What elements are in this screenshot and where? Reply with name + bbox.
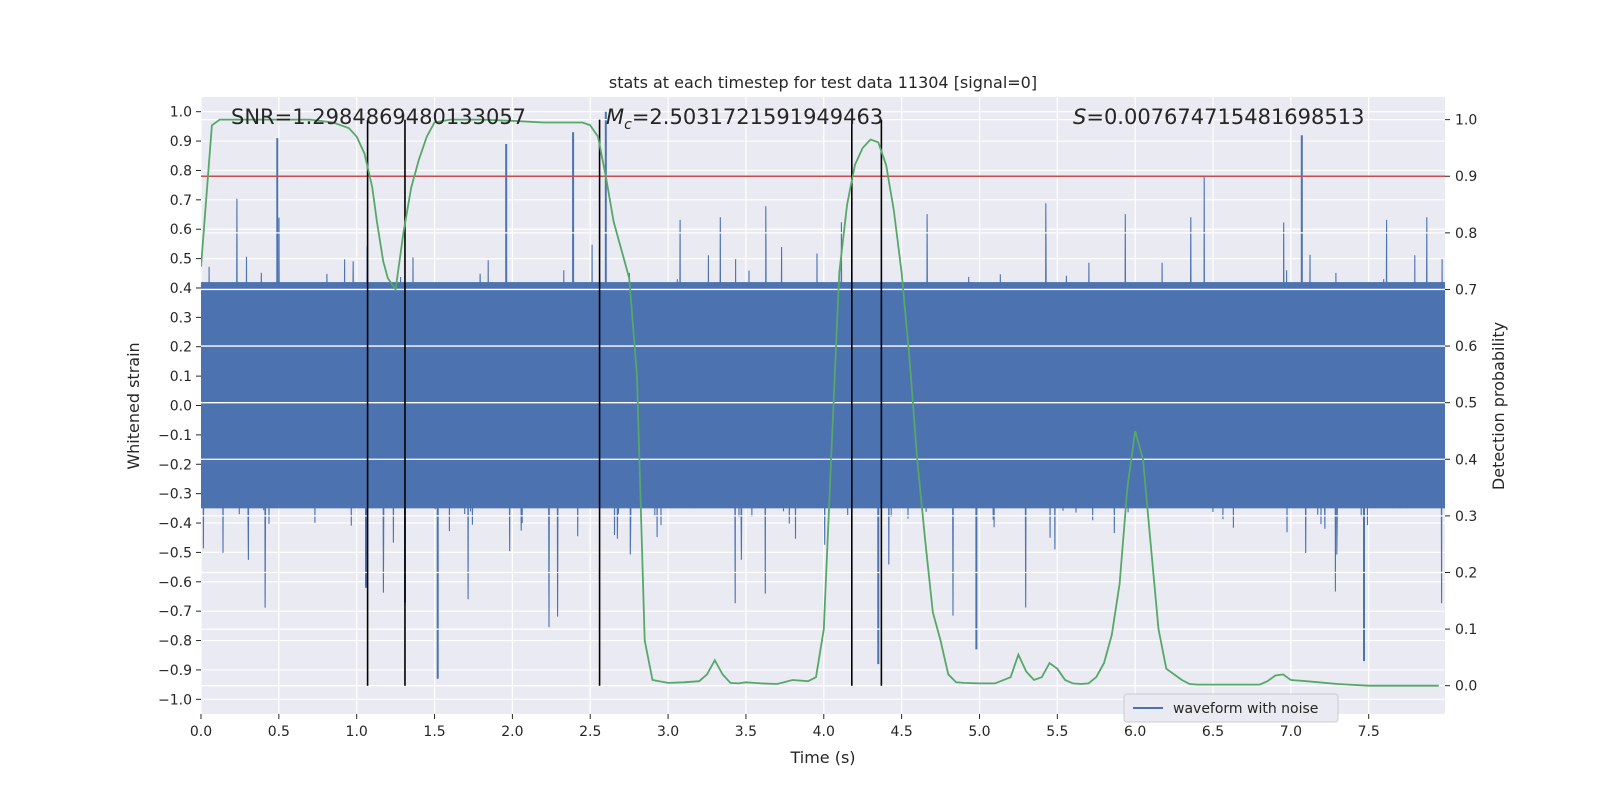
- y-tick-label: −0.8: [158, 634, 192, 650]
- y-tick-label: 0.4: [170, 281, 192, 297]
- y-tick-label: −0.9: [158, 663, 192, 679]
- chart-title: stats at each timestep for test data 113…: [609, 73, 1037, 92]
- x-tick-label: 6.5: [1202, 724, 1224, 740]
- x-axis-label: Time (s): [789, 748, 855, 767]
- y-tick-label: 0.8: [170, 163, 192, 179]
- probability-series: [201, 118, 1439, 687]
- y2-tick-label: 0.8: [1455, 226, 1477, 242]
- x-tick-label: 7.0: [1280, 724, 1302, 740]
- y-tick-label: −0.7: [158, 604, 192, 620]
- probability-line: [201, 118, 1439, 687]
- y-tick-label: −0.2: [158, 457, 192, 473]
- y2-tick-label: 0.2: [1455, 565, 1477, 581]
- x-tick-label: 7.5: [1358, 724, 1380, 740]
- y-tick-label: −0.5: [158, 545, 192, 561]
- y2-tick-label: 0.4: [1455, 452, 1477, 468]
- y-axis-ticks: −1.0 −0.9 −0.8 −0.7 −0.6 −0.5 −0.4 −0.3 −0.2 −0.1…: [158, 105, 201, 708]
- y-tick-label: 1.0: [170, 105, 192, 121]
- y2-tick-label: 0.6: [1455, 339, 1477, 355]
- y-tick-label: −0.6: [158, 575, 192, 591]
- x-tick-label: 5.0: [968, 724, 990, 740]
- x-axis-ticks: 0.0 0.5 1.0 1.5 2.0 2.5 3.0 3.5 4.0 4.5 5.0 5.5 6.0 6…: [190, 714, 1380, 740]
- vertical-lines: [366, 119, 883, 686]
- y2-tick-label: 0.9: [1455, 169, 1477, 185]
- x-tick-label: 2.0: [501, 724, 523, 740]
- x-tick-label: 2.5: [579, 724, 601, 740]
- y-tick-label: 0.5: [170, 252, 192, 268]
- y2-axis-ticks: 0.0 0.1 0.2 0.3 0.4 0.5 0.6 0.7 0.8 0.9 1.0: [1445, 113, 1477, 695]
- chirp-mass-value: =2.5031721591949463: [632, 105, 883, 129]
- y-tick-label: −0.1: [158, 428, 192, 444]
- chirp-mass-annotation: Mc=2.5031721591949463: [606, 105, 883, 133]
- y-tick-label: −0.4: [158, 516, 192, 532]
- y-tick-label: 0.6: [170, 222, 192, 238]
- y-tick-label: 0.9: [170, 134, 192, 150]
- legend-box: [1123, 693, 1339, 723]
- y-tick-label: 0.1: [170, 369, 192, 385]
- legend-label: waveform with noise: [1173, 701, 1318, 717]
- y2-tick-label: 1.0: [1455, 113, 1477, 129]
- chirp-mass-subscript: c: [624, 117, 632, 133]
- y-tick-label: −1.0: [158, 692, 192, 708]
- x-tick-label: 5.5: [1046, 724, 1068, 740]
- y-tick-label: 0.3: [170, 310, 192, 326]
- s-value: =0.007674715481698513: [1086, 105, 1364, 129]
- s-symbol: S: [1073, 105, 1086, 129]
- y2-tick-label: 0.0: [1455, 679, 1477, 695]
- x-tick-label: 6.0: [1124, 724, 1146, 740]
- x-tick-label: 4.0: [813, 724, 835, 740]
- y2-tick-label: 0.3: [1455, 509, 1477, 525]
- x-tick-label: 1.0: [346, 724, 368, 740]
- y-tick-label: −0.3: [158, 487, 192, 503]
- y2-tick-label: 0.5: [1455, 396, 1477, 412]
- y2-tick-label: 0.7: [1455, 282, 1477, 298]
- x-tick-label: 3.5: [735, 724, 757, 740]
- x-tick-label: 0.5: [268, 724, 290, 740]
- x-tick-label: 0.0: [190, 724, 212, 740]
- y2-tick-label: 0.1: [1455, 622, 1477, 638]
- y-axis-label: Whitened strain: [124, 342, 143, 469]
- y2-axis-label: Detection probability: [1489, 322, 1508, 490]
- y-tick-label: 0.0: [170, 399, 192, 415]
- y-tick-label: 0.7: [170, 193, 192, 209]
- y-tick-label: 0.2: [170, 340, 192, 356]
- chirp-mass-symbol: M: [606, 105, 624, 129]
- x-tick-label: 4.5: [890, 724, 912, 740]
- waveform-series: [201, 111, 1445, 679]
- s-annotation: S=0.007674715481698513: [1073, 105, 1364, 129]
- horizontal-lines: [201, 118, 1445, 687]
- waveform-core-band: [201, 282, 1445, 509]
- snr-annotation: SNR=1.2984869480133057: [231, 105, 526, 129]
- x-tick-label: 1.5: [423, 724, 445, 740]
- x-tick-label: 3.0: [657, 724, 679, 740]
- legend: waveform with noise: [1123, 693, 1339, 723]
